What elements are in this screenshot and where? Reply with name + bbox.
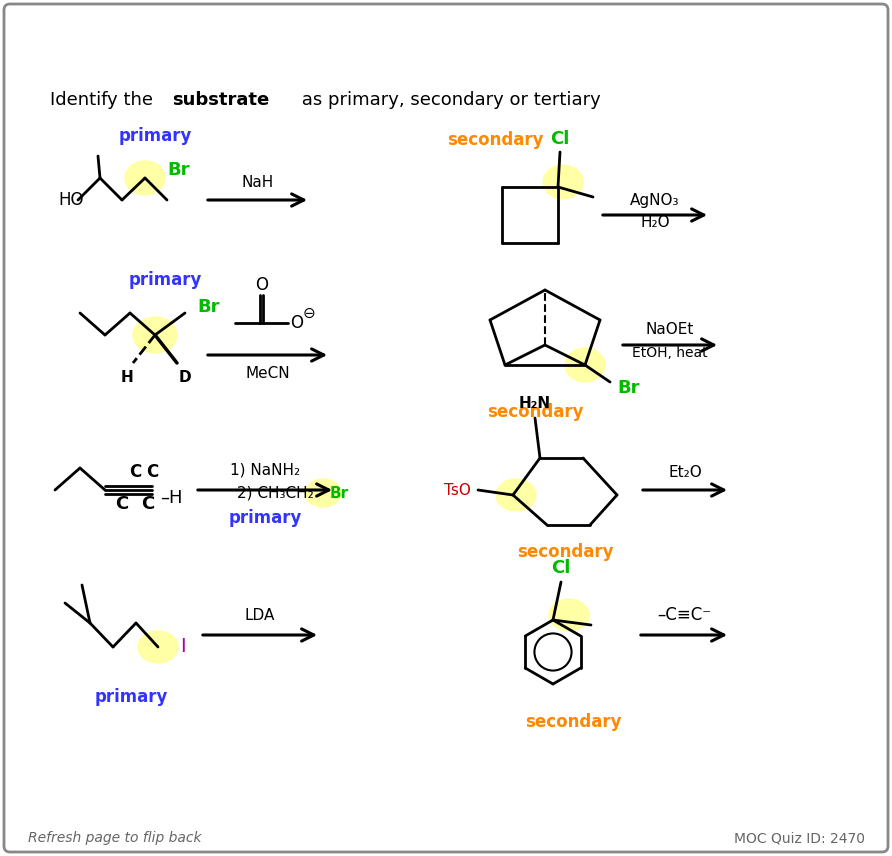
Ellipse shape [549,599,589,631]
Ellipse shape [133,317,177,353]
Text: secondary: secondary [524,713,621,731]
Text: C: C [115,495,128,513]
Text: C: C [128,463,141,481]
Text: H: H [120,370,134,384]
Text: LDA: LDA [244,608,276,622]
Text: Br: Br [617,379,640,397]
Ellipse shape [565,348,605,382]
Text: EtOH, heat: EtOH, heat [632,346,708,360]
Ellipse shape [305,479,341,507]
Text: TsO: TsO [444,483,471,497]
Text: NaH: NaH [242,175,274,189]
Text: HO: HO [58,191,84,209]
Text: secondary: secondary [447,131,543,149]
Text: –H: –H [160,489,183,507]
Text: MOC Quiz ID: 2470: MOC Quiz ID: 2470 [734,831,865,845]
Text: secondary: secondary [487,403,583,421]
Text: NaOEt: NaOEt [646,323,694,337]
Ellipse shape [138,631,178,663]
Text: H₂N: H₂N [519,395,551,411]
Text: H₂O: H₂O [640,215,670,229]
Text: I: I [180,638,186,657]
Text: MeCN: MeCN [245,366,290,381]
Text: Identify the: Identify the [50,91,159,109]
Text: –C≡C⁻: –C≡C⁻ [657,606,711,624]
Text: O: O [255,276,268,294]
Text: Cl: Cl [550,130,570,148]
Text: ⊖: ⊖ [302,306,316,320]
Text: primary: primary [119,127,192,145]
Text: secondary: secondary [516,543,614,561]
Text: 2) CH₃CH₂: 2) CH₃CH₂ [236,485,313,501]
Text: Cl: Cl [551,559,571,577]
Text: 1) NaNH₂: 1) NaNH₂ [230,462,300,478]
Ellipse shape [543,165,583,199]
Text: Et₂O: Et₂O [668,465,702,479]
Text: AgNO₃: AgNO₃ [631,193,680,207]
Text: primary: primary [95,688,168,706]
Text: O: O [291,314,303,332]
Ellipse shape [496,479,536,511]
Text: Refresh page to flip back: Refresh page to flip back [28,831,202,845]
Text: substrate: substrate [172,91,269,109]
Text: Br: Br [167,161,189,179]
Text: primary: primary [228,509,301,527]
Text: primary: primary [128,271,202,289]
Text: as primary, secondary or tertiary: as primary, secondary or tertiary [296,91,600,109]
Text: D: D [178,370,191,384]
Ellipse shape [125,161,165,195]
Text: C: C [141,495,154,513]
FancyBboxPatch shape [4,4,888,852]
Text: C: C [146,463,158,481]
Text: Br: Br [330,485,349,501]
Text: Br: Br [197,298,219,316]
